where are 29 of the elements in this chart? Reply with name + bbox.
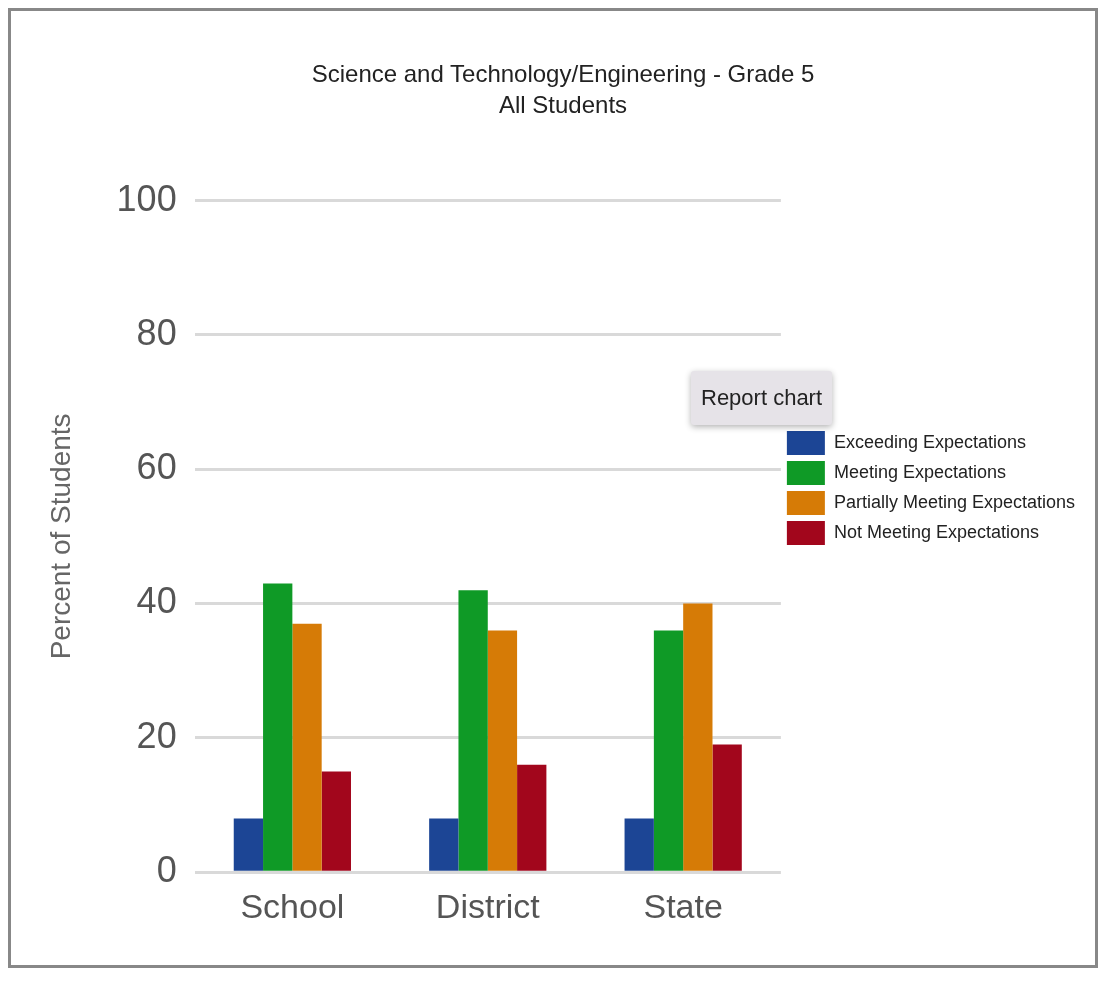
y-tick-label: 20: [136, 714, 177, 756]
bar: [292, 623, 322, 871]
legend-label: Partially Meeting Expectations: [833, 491, 1076, 512]
bar: [653, 630, 684, 871]
y-tick-label: 40: [136, 580, 177, 622]
bar: [458, 590, 488, 871]
bar: [233, 818, 264, 871]
bar: [487, 630, 518, 871]
bar: [624, 818, 654, 871]
bar: [712, 744, 742, 871]
y-tick-label: 80: [136, 311, 177, 353]
legend-label: Exceeding Expectations: [833, 431, 1027, 452]
x-tick-label: School: [240, 886, 345, 925]
bar: [429, 818, 459, 871]
bar: [263, 583, 293, 871]
y-axis-title: Percent of Students: [44, 413, 76, 660]
bar: [683, 603, 713, 871]
legend-label: Not Meeting Expectations: [833, 521, 1040, 542]
x-tick-label: District: [435, 886, 541, 925]
bar: [517, 764, 547, 871]
annotation: Report chart: [691, 371, 833, 425]
y-tick-label: 60: [136, 446, 177, 488]
y-tick-label: 100: [116, 177, 177, 219]
legend-label: Meeting Expectations: [833, 461, 1006, 482]
chart-title: Science and Technology/Engineering - Grade 5: [311, 60, 815, 88]
chart-subtitle: All Students: [498, 90, 628, 118]
bar: [321, 771, 351, 871]
x-tick-label: State: [643, 886, 723, 925]
y-tick-label: 0: [156, 849, 177, 891]
